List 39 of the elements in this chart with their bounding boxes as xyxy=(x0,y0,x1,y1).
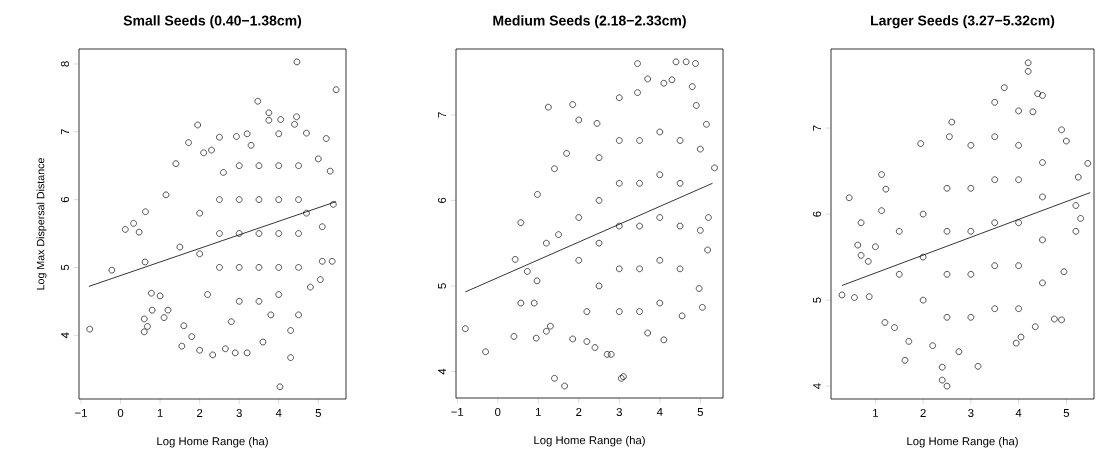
x-tick-label: 1 xyxy=(157,409,163,417)
y-tick-label: 7 xyxy=(61,129,69,135)
x-tick-label: 2 xyxy=(920,409,926,417)
y-tick-label: 6 xyxy=(437,197,446,203)
y-tick-label: 4 xyxy=(61,332,69,339)
x-tick-label: 3 xyxy=(968,409,974,418)
x-tick-label: 5 xyxy=(1063,409,1070,417)
x-tick-label: −1 xyxy=(75,409,87,417)
x-tick-label: 0 xyxy=(495,408,501,417)
y-tick-label: 4 xyxy=(813,383,821,389)
y-tick-label: 5 xyxy=(813,297,821,303)
chart-title: Larger Seeds (3.27−5.32cm) xyxy=(871,15,1055,29)
y-tick-label: 7 xyxy=(813,125,821,131)
y-tick-label: 4 xyxy=(438,368,446,375)
x-tick-label: 1 xyxy=(535,408,541,416)
y-tick-label: 5 xyxy=(61,264,69,271)
x-tick-label: 4 xyxy=(275,409,282,417)
x-tick-label: 5 xyxy=(697,408,704,416)
x-axis-title: Log Home Range (ha) xyxy=(534,435,645,447)
y-tick-label: 6 xyxy=(60,196,69,203)
x-tick-label: −1 xyxy=(451,408,464,416)
y-tick-label: 7 xyxy=(438,112,446,118)
y-tick-label: 8 xyxy=(60,61,69,67)
y-axis-title: Log Max Dispersal Distance xyxy=(36,158,47,290)
x-tick-label: 1 xyxy=(873,409,878,417)
x-axis-title: Log Home Range (ha) xyxy=(907,436,1018,448)
x-tick-label: 2 xyxy=(197,409,203,417)
x-tick-label: 5 xyxy=(315,409,321,417)
chart-title: Small Seeds (0.40−1.38cm) xyxy=(123,15,302,29)
x-axis-title: Log Home Range (ha) xyxy=(157,436,268,448)
x-tick-label: 0 xyxy=(117,409,124,418)
x-tick-label: 3 xyxy=(616,408,622,417)
x-tick-label: 3 xyxy=(236,409,242,418)
x-tick-label: 4 xyxy=(656,408,663,416)
x-tick-label: 2 xyxy=(576,408,582,416)
y-tick-label: 5 xyxy=(438,283,446,289)
x-tick-label: 4 xyxy=(1015,409,1022,417)
chart-title: Medium Seeds (2.18−2.33cm) xyxy=(493,15,686,29)
y-tick-label: 6 xyxy=(812,211,821,217)
